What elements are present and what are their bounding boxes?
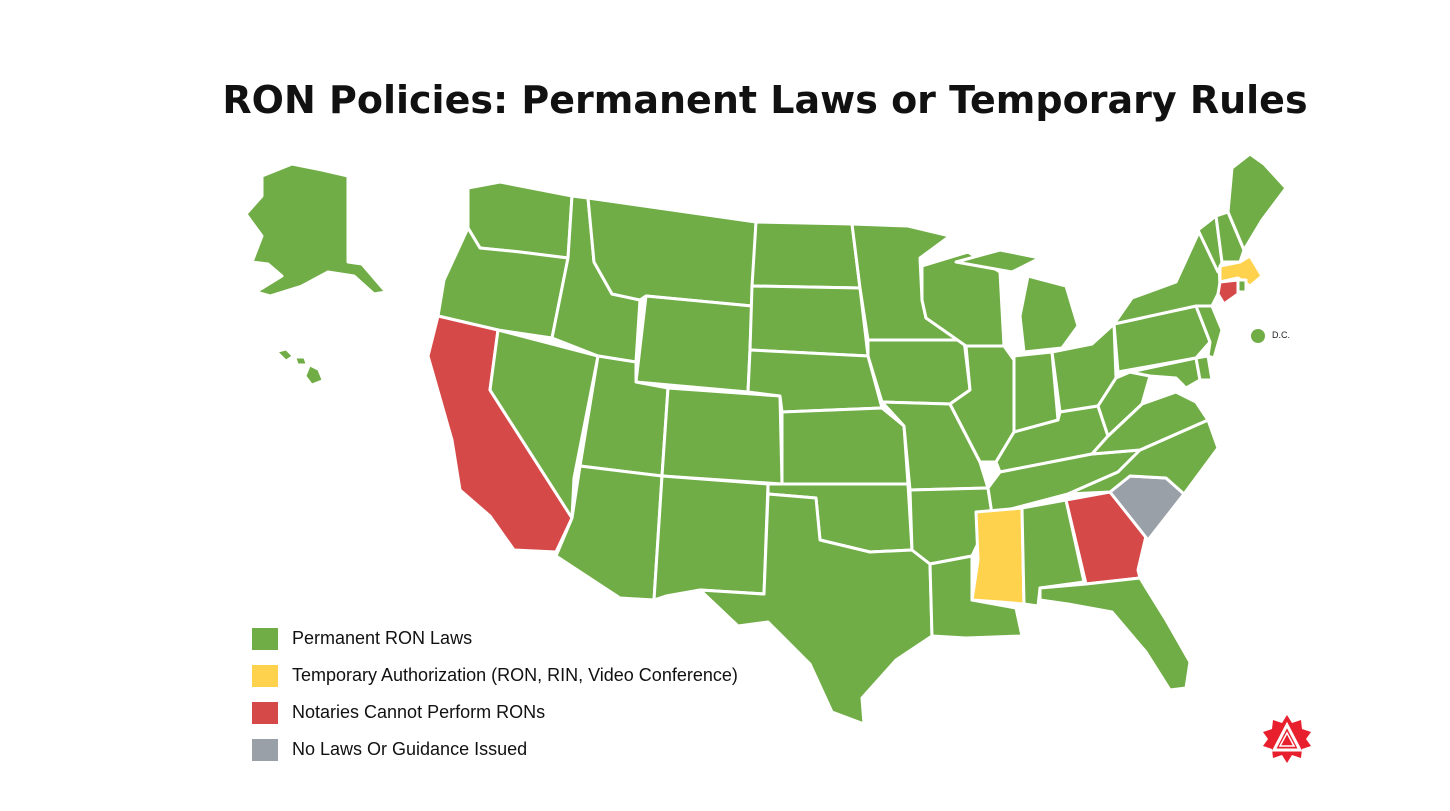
legend-item-none: No Laws Or Guidance Issued [252,731,738,768]
state-kansas[interactable] [780,406,910,486]
state-nevada[interactable] [488,328,600,520]
state-hawaii[interactable] [277,349,323,385]
state-florida[interactable] [1038,576,1192,692]
legend-item-permanent: Permanent RON Laws [252,620,738,657]
legend-swatch-cannot [252,701,278,724]
legend-label-permanent: Permanent RON Laws [292,628,473,648]
legend-label-temporary: Temporary Authorization (RON, RIN, Video… [292,665,738,685]
state-maine[interactable] [1226,152,1288,252]
dc-marker[interactable] [1251,329,1265,343]
state-montana[interactable] [586,196,758,308]
state-connecticut[interactable] [1216,278,1240,306]
legend-swatch-temporary [252,664,278,687]
page-title: RON Policies: Permanent Laws or Temporar… [222,78,1308,122]
legend-label-none: No Laws Or Guidance Issued [292,739,528,759]
state-michigan[interactable] [954,248,1080,354]
state-wyoming[interactable] [634,294,754,394]
state-north-dakota[interactable] [750,220,862,290]
state-delaware[interactable] [1194,354,1214,382]
legend-item-cannot: Notaries Cannot Perform RONs [252,694,738,731]
state-colorado[interactable] [660,386,784,486]
state-north-carolina[interactable] [1066,418,1220,496]
state-new-hampshire[interactable] [1214,210,1246,264]
state-mississippi[interactable] [970,506,1026,606]
legend-swatch-none [252,738,278,761]
state-new-mexico[interactable] [652,474,770,602]
state-south-dakota[interactable] [748,284,870,358]
state-louisiana[interactable] [928,554,1024,640]
state-washington[interactable] [466,180,574,260]
state-texas[interactable] [698,492,934,726]
legend-swatch-permanent [252,627,278,650]
legend-item-temporary: Temporary Authorization (RON, RIN, Video… [252,657,738,694]
association-triangle-seal-icon [1263,715,1311,763]
state-iowa[interactable] [866,338,972,406]
legend-label-cannot: Notaries Cannot Perform RONs [292,702,546,722]
dc-label: D.C. [1272,330,1290,340]
map-legend: Permanent RON Laws Temporary Authorizati… [252,620,738,768]
state-alaska[interactable] [244,162,388,298]
